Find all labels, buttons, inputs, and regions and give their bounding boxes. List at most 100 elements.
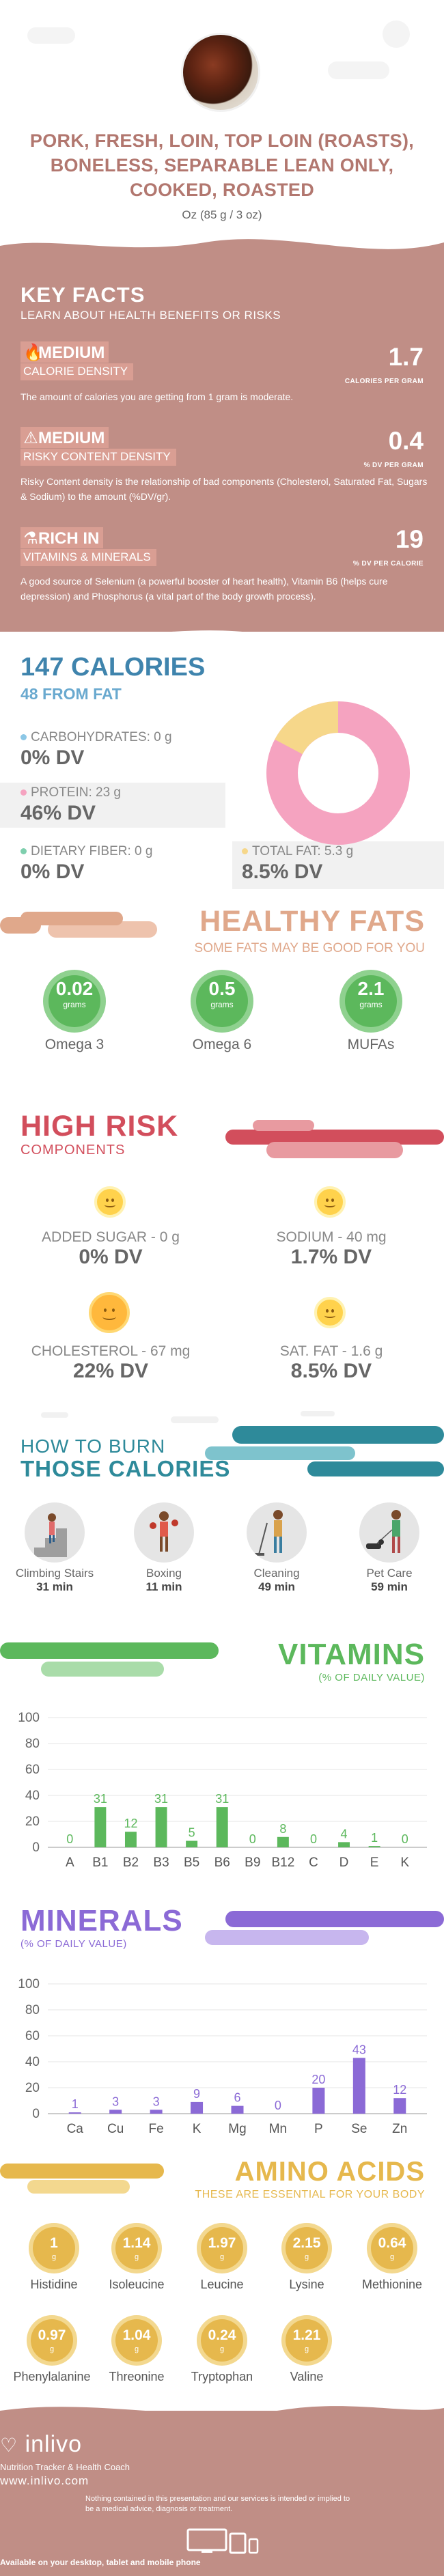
mineral-ytick-label: 20 <box>25 2081 40 2095</box>
histidine-value: 1 <box>50 2235 58 2251</box>
macro-fat: TOTAL FAT: 5.3 g 8.5% DV <box>232 841 444 889</box>
vitamin-category-label: B6 <box>214 1856 230 1870</box>
vitamin-category-label: A <box>66 1856 74 1870</box>
mineral-category-label: K <box>193 2122 202 2136</box>
amino-leucine: 1.97 g Leucine <box>180 2223 264 2292</box>
mufas-value: 2.1 <box>357 978 385 999</box>
smiley-icon <box>94 1186 126 1218</box>
methionine-value: 0.64 <box>378 2235 406 2251</box>
carbs-label: CARBOHYDRATES: 0 g <box>31 730 172 744</box>
methionine-name: Methionine <box>361 2278 423 2291</box>
vitamins-banner <box>0 1642 219 1677</box>
wave-divider <box>0 2406 444 2424</box>
wave-divider <box>0 630 444 649</box>
calorie-density-name: CALORIE DENSITY <box>20 363 134 380</box>
vitamin-data-label: 5 <box>189 1826 195 1840</box>
website-link[interactable]: www.inlivo.com <box>0 2474 89 2487</box>
disclaimer: Nothing contained in this presentation a… <box>85 2495 350 2513</box>
decor-cloud <box>27 27 75 44</box>
mineral-bar <box>109 2110 122 2114</box>
mineral-category-label: P <box>314 2122 323 2136</box>
risk-sat-fat: SAT. FAT - 1.6 g 8.5% DV <box>242 1343 420 1383</box>
mineral-data-label: 3 <box>153 2095 160 2108</box>
decor-dashes <box>41 1411 335 1423</box>
vitamin-category-label: B3 <box>153 1856 169 1870</box>
vitamin-ytick-label: 40 <box>25 1789 40 1803</box>
mineral-ytick-label: 40 <box>25 2055 40 2069</box>
macro-carbs: CARBOHYDRATES: 0 g 0% DV <box>0 727 172 772</box>
brand-tagline: Nutrition Tracker & Health Coach <box>0 2462 130 2472</box>
mineral-data-label: 1 <box>72 2097 79 2111</box>
mineral-data-label: 3 <box>112 2095 119 2108</box>
vitamin-data-label: 8 <box>279 1822 286 1836</box>
omega3-name: Omega 3 <box>44 1037 105 1052</box>
climbing-stairs-name: Climbing Stairs <box>15 1567 94 1580</box>
vitamin-data-label: 1 <box>371 1831 378 1845</box>
available-platforms: Available on your desktop, tablet and mo… <box>0 2558 201 2567</box>
mineral-data-label: 9 <box>193 2087 200 2101</box>
sat-fat-label: SAT. FAT - 1.6 g <box>279 1343 383 1359</box>
minerals-title: MINERALS <box>20 1904 183 1937</box>
mineral-category-label: Zn <box>392 2122 407 2136</box>
vitamin-ytick-label: 100 <box>18 1711 40 1725</box>
high-risk-subtitle: COMPONENTS <box>20 1143 126 1158</box>
vitamin-ytick-label: 20 <box>25 1815 40 1829</box>
omega3-circle: 0.02 grams <box>43 970 106 1033</box>
mineral-category-label: Mg <box>228 2122 246 2136</box>
mineral-bar <box>150 2110 163 2114</box>
food-title: PORK, FRESH, LOIN, TOP LOIN (ROASTS), BO… <box>29 130 415 200</box>
omega6-unit: grams <box>210 1000 234 1009</box>
lysine-unit: g <box>304 2253 309 2261</box>
omega6-value: 0.5 <box>208 978 236 999</box>
sodium-label: SODIUM - 40 mg <box>276 1229 387 1245</box>
vitamin-category-label: B5 <box>184 1856 199 1870</box>
tryptophan-name: Tryptophan <box>191 2370 253 2383</box>
mineral-data-label: 6 <box>234 2091 240 2105</box>
mineral-bar <box>393 2098 406 2114</box>
vitamin-bar <box>155 1807 167 1847</box>
vitamins-minerals-value: 19 % DV PER CALORIE <box>353 527 424 576</box>
cleaning-minutes: 49 min <box>258 1580 295 1593</box>
key-facts-subtitle: LEARN ABOUT HEALTH BENEFITS OR RISKS <box>20 309 281 322</box>
isoleucine-unit: g <box>134 2253 139 2261</box>
valine-unit: g <box>304 2345 309 2353</box>
mineral-bar <box>312 2088 325 2114</box>
vitamin-bar <box>216 1807 228 1847</box>
valine-value: 1.21 <box>292 2327 321 2343</box>
vitamins-title: VITAMINS <box>278 1638 425 1671</box>
amino-acids-subtitle: THESE ARE ESSENTIAL FOR YOUR BODY <box>195 2189 425 2200</box>
phenylalanine-unit: g <box>49 2345 55 2353</box>
vitamins-minerals-name: VITAMINS & MINERALS <box>20 549 156 566</box>
vitamin-bar <box>94 1807 107 1847</box>
heart-icon: ♡ <box>0 2435 18 2456</box>
amino-tryptophan: 0.24 g Tryptophan <box>180 2315 264 2384</box>
amino-acids-title: AMINO ACIDS <box>234 2157 425 2187</box>
vitamin-category-label: E <box>370 1856 379 1870</box>
vitamin-data-label: 31 <box>215 1792 229 1806</box>
fiber-dv: 0% DV <box>20 860 85 883</box>
vitamin-bar <box>124 1832 137 1847</box>
calorie-density-value: 1.7 CALORIES PER GRAM <box>345 344 424 394</box>
smiley-icon <box>89 1292 130 1333</box>
carbs-dv: 0% DV <box>20 746 85 769</box>
header: PORK, FRESH, LOIN, TOP LOIN (ROASTS), BO… <box>0 0 444 222</box>
mineral-ytick-label: 80 <box>25 2003 40 2017</box>
amino-histidine: 1 g Histidine <box>12 2223 96 2292</box>
calories-title: 147 CALORIES <box>20 653 206 682</box>
smiley-icon <box>314 1186 346 1218</box>
flame-icon: 🔥 <box>23 344 44 362</box>
vitamin-category-label: B12 <box>271 1856 294 1870</box>
activity-pet-care: Pet Care 59 min <box>345 1502 434 1594</box>
isoleucine-value: 1.14 <box>122 2235 151 2251</box>
amino-isoleucine: 1.14 g Isoleucine <box>94 2223 179 2292</box>
leucine-value: 1.97 <box>208 2235 236 2251</box>
cleaning-icon <box>247 1502 307 1563</box>
high-risk-title: HIGH RISK <box>20 1110 179 1143</box>
amino-banner <box>0 2164 164 2194</box>
risky-content-unit: % DV PER GRAM <box>363 462 424 469</box>
minerals-subtitle: (% OF DAILY VALUE) <box>20 1938 127 1950</box>
pet-care-minutes: 59 min <box>371 1580 408 1593</box>
vitamin-data-label: 31 <box>94 1792 107 1806</box>
vitamin-bar <box>338 1842 350 1847</box>
activity-boxing: Boxing 11 min <box>120 1502 208 1594</box>
